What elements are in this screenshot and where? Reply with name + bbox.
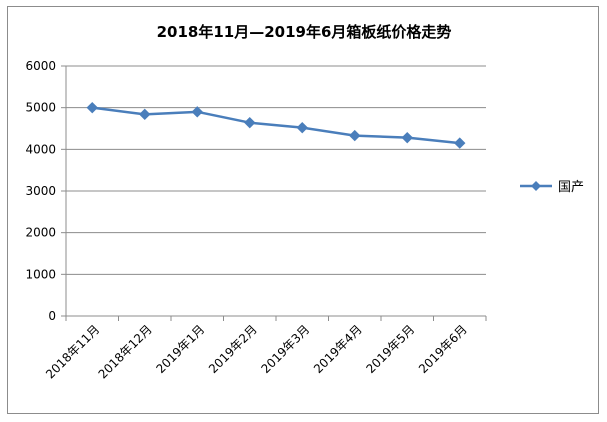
legend-marker-0 bbox=[531, 181, 541, 191]
y-tick-label-6000: 6000 bbox=[25, 59, 56, 73]
legend-label-0: 国产 bbox=[558, 180, 584, 195]
y-tick-label-0: 0 bbox=[48, 309, 56, 323]
series-line-0 bbox=[92, 106, 460, 145]
data-point-0-0 bbox=[86, 101, 98, 114]
chart-frame bbox=[7, 6, 599, 414]
data-point-0-6 bbox=[401, 131, 413, 144]
data-point-0-1 bbox=[139, 108, 151, 121]
x-tick-label-5: 2019年4月 bbox=[311, 322, 365, 376]
x-tick-label-4: 2019年3月 bbox=[258, 322, 312, 376]
axes bbox=[61, 65, 487, 321]
series-lines bbox=[86, 101, 466, 149]
y-tick-labels: 0 1000 2000 3000 4000 5000 6000 bbox=[25, 59, 56, 323]
data-point-0-2 bbox=[191, 106, 203, 118]
x-tick-label-6: 2019年5月 bbox=[363, 322, 417, 376]
data-point-0-3 bbox=[244, 116, 256, 129]
y-tick-label-4000: 4000 bbox=[25, 142, 56, 156]
x-tick-label-0: 2018年11月 bbox=[43, 322, 102, 381]
y-tick-label-3000: 3000 bbox=[25, 184, 56, 198]
y-tick-label-5000: 5000 bbox=[25, 101, 56, 115]
x-tick-label-3: 2019年2月 bbox=[206, 322, 260, 376]
x-tick-label-2: 2019年1月 bbox=[153, 322, 207, 376]
chart-title: 2018年11月—2019年6月箱板纸价格走势 bbox=[157, 23, 452, 41]
x-tick-label-7: 2019年6月 bbox=[416, 322, 470, 376]
data-point-0-4 bbox=[296, 121, 308, 134]
x-tick-labels: 2018年11月2018年12月2019年1月2019年2月2019年3月201… bbox=[43, 322, 470, 381]
y-tick-label-2000: 2000 bbox=[25, 226, 56, 240]
x-tick-label-1: 2018年12月 bbox=[96, 322, 155, 381]
data-point-0-7 bbox=[454, 137, 466, 149]
legend: 国产 bbox=[520, 180, 584, 195]
y-tick-label-1000: 1000 bbox=[25, 267, 56, 281]
data-point-0-5 bbox=[349, 129, 361, 142]
gridlines bbox=[66, 65, 486, 275]
